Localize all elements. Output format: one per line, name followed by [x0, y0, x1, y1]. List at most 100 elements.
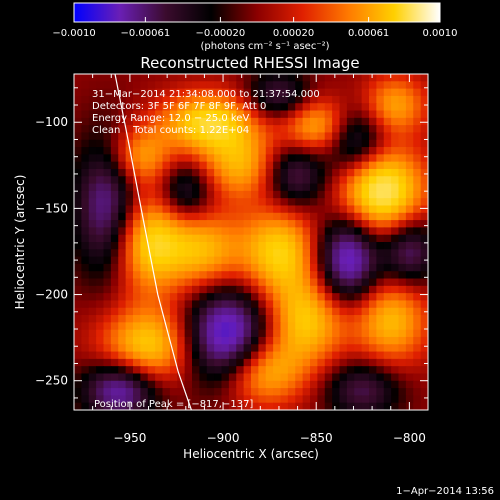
heatmap-cell [413, 161, 422, 170]
heatmap-cell [361, 234, 370, 243]
heatmap-cell [118, 300, 127, 309]
heatmap-cell [199, 220, 208, 228]
heatmap-cell [287, 278, 296, 287]
heatmap-cell [354, 256, 363, 265]
heatmap-cell [287, 88, 296, 97]
heatmap-cell [155, 271, 164, 280]
heatmap-cell [199, 110, 208, 119]
heatmap-cell [383, 81, 392, 90]
heatmap-cell [398, 307, 407, 316]
heatmap-cell [346, 358, 355, 367]
heatmap-cell [420, 132, 428, 141]
heatmap-cell [140, 322, 149, 331]
heatmap-cell [287, 285, 296, 294]
heatmap-cell [155, 125, 164, 134]
heatmap-cell [125, 373, 134, 382]
heatmap-cell [96, 139, 105, 148]
heatmap-cell [96, 307, 105, 316]
heatmap-cell [369, 307, 377, 316]
heatmap-cell [265, 380, 274, 389]
heatmap-cell [177, 147, 186, 155]
heatmap-cell [169, 336, 178, 345]
heatmap-cell [265, 293, 274, 302]
heatmap-cell [169, 81, 178, 90]
heatmap-cell [398, 329, 407, 338]
heatmap-cell [339, 322, 348, 331]
heatmap-cell [140, 176, 149, 185]
heatmap-cell [147, 132, 156, 141]
heatmap-cell [346, 285, 355, 294]
heatmap-cell [118, 278, 127, 287]
heatmap-cell [206, 380, 215, 389]
heatmap-cell [184, 315, 193, 323]
heatmap-cell [118, 190, 127, 199]
heatmap-cell [413, 198, 422, 207]
heatmap-cell [236, 117, 245, 126]
heatmap-cell [310, 373, 318, 382]
heatmap-cell [228, 388, 237, 396]
heatmap-cell [74, 263, 82, 272]
heatmap-cell [177, 81, 186, 90]
heatmap-cell [221, 139, 230, 148]
heatmap-cell [332, 336, 341, 345]
heatmap-cell [346, 220, 355, 228]
heatmap-cell [214, 336, 223, 345]
heatmap-cell [265, 329, 274, 338]
heatmap-cell [383, 351, 392, 360]
heatmap-cell [81, 154, 90, 163]
heatmap-cell [243, 168, 252, 177]
heatmap-cell [310, 249, 318, 258]
heatmap-cell [317, 110, 326, 119]
heatmap-cell [206, 95, 215, 104]
heatmap-cell [110, 212, 119, 221]
heatmap-cell [110, 132, 119, 141]
heatmap-cell [354, 198, 363, 207]
heatmap-cell [125, 212, 134, 221]
heatmap-cell [258, 125, 267, 134]
heatmap-cell [133, 198, 141, 207]
heatmap-cell [332, 402, 341, 410]
heatmap-cell [96, 190, 105, 199]
heatmap-cell [162, 307, 171, 316]
heatmap-cell [280, 234, 289, 243]
heatmap-cell [361, 315, 370, 323]
heatmap-cell [177, 198, 186, 207]
heatmap-cell [206, 242, 215, 250]
heatmap-cell [103, 139, 112, 148]
heatmap-cell [287, 139, 296, 148]
heatmap-cell [214, 395, 223, 404]
heatmap-cell [169, 322, 178, 331]
heatmap-cell [332, 278, 341, 287]
heatmap-cell [295, 176, 304, 185]
heatmap-cell [214, 344, 223, 353]
heatmap-cell [310, 263, 318, 272]
heatmap-cell [310, 388, 318, 396]
heatmap-cell [133, 220, 141, 228]
heatmap-cell [236, 132, 245, 141]
heatmap-cell [125, 198, 134, 207]
heatmap-cell [184, 322, 193, 331]
heatmap-cell [302, 380, 311, 389]
heatmap-cell [243, 95, 252, 104]
heatmap-cell [118, 234, 127, 243]
heatmap-cell [310, 81, 318, 90]
heatmap-cell [258, 234, 267, 243]
heatmap-cell [258, 205, 267, 214]
heatmap-cell [214, 315, 223, 323]
heatmap-cell [192, 110, 200, 119]
heatmap-cell [169, 132, 178, 141]
heatmap-cell [391, 190, 400, 199]
heatmap-cell [332, 344, 341, 353]
heatmap-cell [398, 132, 407, 141]
heatmap-cell [302, 322, 311, 331]
heatmap-cell [354, 249, 363, 258]
heatmap-cell [177, 242, 186, 250]
heatmap-cell [339, 74, 348, 82]
heatmap-cell [147, 168, 156, 177]
heatmap-cell [88, 315, 97, 323]
heatmap-cell [280, 227, 289, 236]
heatmap-cell [236, 329, 245, 338]
heatmap-cell [199, 205, 208, 214]
heatmap-cell [184, 234, 193, 243]
heatmap-cell [376, 220, 385, 228]
